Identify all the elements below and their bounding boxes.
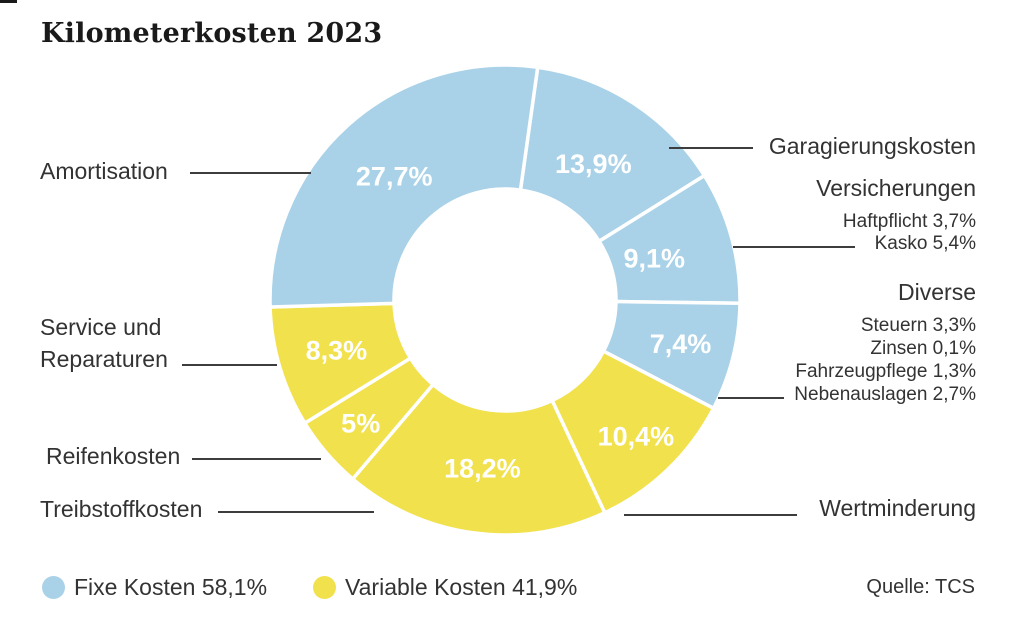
legend-item-fixe-kosten: Fixe Kosten 58,1%	[42, 574, 267, 601]
callout-kasko: Kasko 5,4%	[874, 233, 976, 254]
callout-treibstoffkosten: Treibstoffkosten	[40, 496, 203, 522]
callout-garagierungskosten: Garagierungskosten	[768, 133, 976, 159]
legend-dot-fixe-kosten	[42, 576, 65, 599]
callout-service-reparaturen: Service und Reparaturen	[40, 314, 168, 372]
legend-label-variable-kosten: Variable Kosten 41,9%	[345, 574, 578, 600]
donut-segment-treibstoffkosten	[350, 382, 607, 537]
segment-value-label-wertminderung: 10,4%	[598, 421, 675, 451]
callout-nebenauslagen: Nebenauslagen 2,7%	[794, 384, 976, 405]
callout-haftpflicht: Haftpflicht 3,7%	[842, 211, 976, 232]
legend-label-fixe-kosten: Fixe Kosten 58,1%	[74, 574, 268, 600]
callout-fahrzeugpflege: Fahrzeugpflege 1,3%	[795, 361, 976, 382]
crop-artifact-line	[0, 0, 17, 3]
donut-segment-garagierungskosten	[518, 65, 707, 243]
segment-value-label-reifenkosten: 5%	[341, 409, 380, 439]
segment-value-label-service-und-reparaturen: 8,3%	[306, 336, 368, 366]
callout-versicherungen-heading: Versicherungen	[816, 175, 976, 201]
donut-segments	[268, 63, 742, 537]
legend-dot-variable-kosten	[313, 576, 336, 599]
callout-amortisation: Amortisation	[40, 158, 168, 184]
segment-value-label-diverse: 7,4%	[650, 329, 712, 359]
donut-percentage-labels: 13,9% 9,1% 7,4% 10,4% 18,2% 5% 8,3% 27,7%	[306, 149, 712, 483]
segment-value-label-garagierungskosten: 13,9%	[555, 149, 632, 179]
leader-lines	[182, 147, 855, 516]
legend-item-variable-kosten: Variable Kosten 41,9%	[313, 574, 577, 601]
segment-value-label-amortisation: 27,7%	[356, 161, 433, 191]
callout-diverse-heading: Diverse	[898, 279, 976, 305]
callout-wertminderung: Wertminderung	[819, 495, 976, 521]
donut-segment-amortisation	[268, 63, 540, 309]
segment-value-label-versicherungen: 9,1%	[624, 243, 686, 273]
callout-reifenkosten: Reifenkosten	[46, 443, 181, 469]
segment-value-label-treibstoffkosten: 18,2%	[444, 454, 521, 484]
chart-title: Kilometerkosten 2023	[41, 18, 383, 49]
callout-zinsen: Zinsen 0,1%	[870, 338, 976, 359]
callout-steuern: Steuern 3,3%	[860, 315, 976, 336]
source-note: Quelle: TCS	[866, 576, 975, 598]
